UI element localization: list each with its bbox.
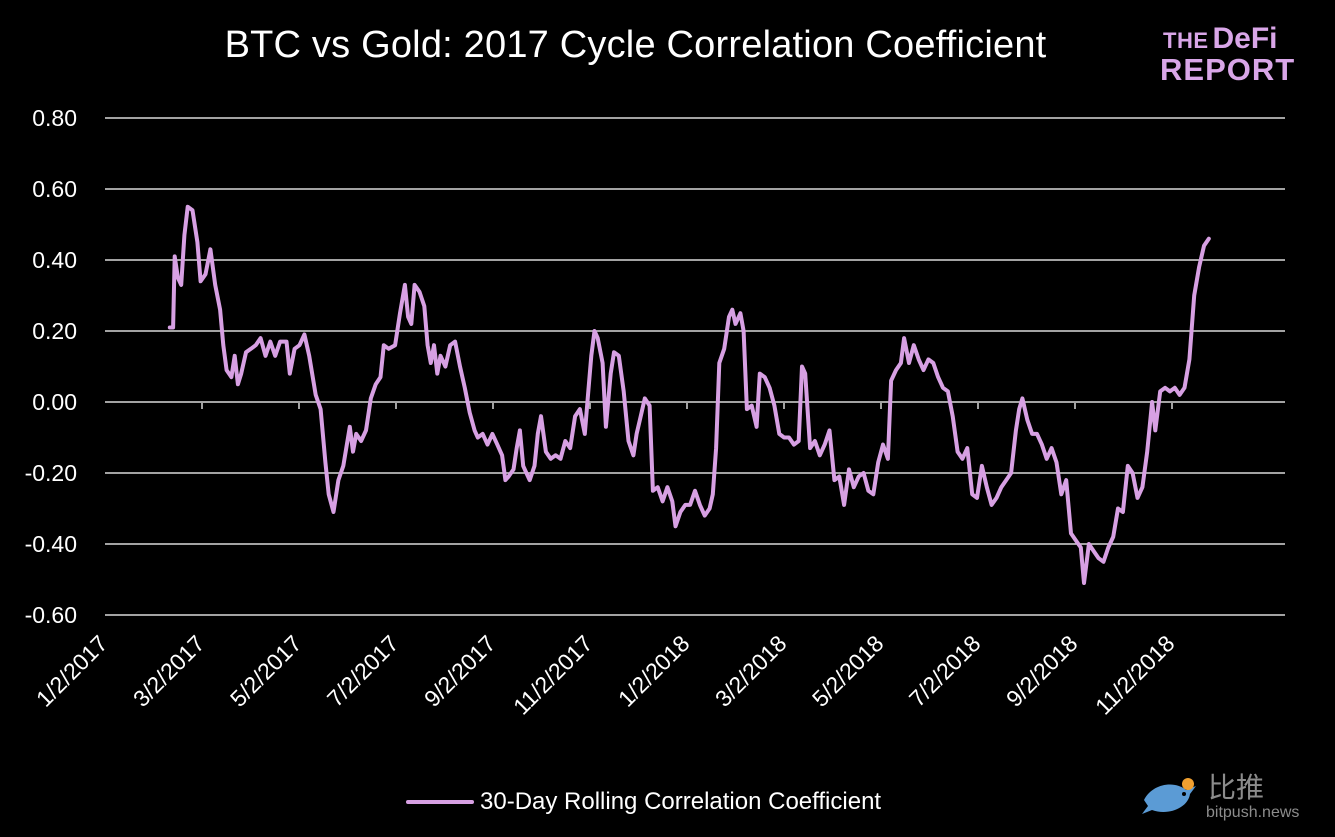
y-tick-label: 0.60 <box>32 176 77 202</box>
y-tick-label: 0.20 <box>32 318 77 344</box>
x-tick-label: 9/2/2017 <box>419 630 501 712</box>
series-line <box>167 204 1211 585</box>
the-defi-report-logo: THE DeFi REPORT <box>1160 22 1296 87</box>
y-tick-label: 0.80 <box>32 105 77 131</box>
y-tick-label: 0.00 <box>32 389 77 415</box>
x-tick-label: 7/2/2017 <box>322 630 404 712</box>
chart-title: BTC vs Gold: 2017 Cycle Correlation Coef… <box>224 24 1047 66</box>
x-tick-label: 1/2/2018 <box>613 630 695 712</box>
x-tick-label: 5/2/2017 <box>225 630 307 712</box>
x-tick-label: 1/2/2017 <box>31 630 113 712</box>
bitpush-watermark: 比推 bitpush.news <box>1138 766 1328 826</box>
y-tick-label: 0.40 <box>32 247 77 273</box>
x-tick-label: 9/2/2018 <box>1001 630 1083 712</box>
y-tick-label: -0.40 <box>25 531 77 557</box>
x-tick-label: 11/2/2017 <box>508 630 598 720</box>
x-tick-label: 7/2/2018 <box>904 630 986 712</box>
x-tick-label: 11/2/2018 <box>1090 630 1180 720</box>
bird-icon <box>1142 778 1196 814</box>
y-tick-label: -0.60 <box>25 602 77 628</box>
legend-swatch <box>406 800 474 804</box>
x-tick-label: 3/2/2018 <box>710 630 792 712</box>
x-tick-label: 5/2/2018 <box>807 630 889 712</box>
y-tick-label: -0.20 <box>25 460 77 486</box>
x-tick-label: 3/2/2017 <box>128 630 210 712</box>
legend-label: 30-Day Rolling Correlation Coefficient <box>480 788 882 815</box>
legend: 30-Day Rolling Correlation Coefficient <box>406 788 881 816</box>
